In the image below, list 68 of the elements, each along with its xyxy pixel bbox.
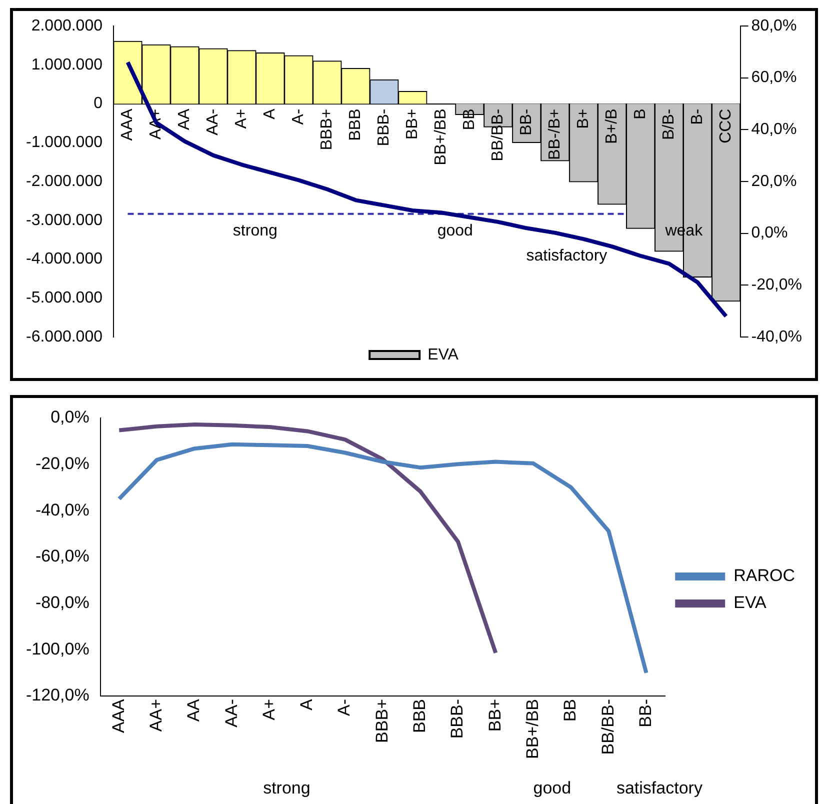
y2-tick-label: 60,0% bbox=[751, 69, 797, 86]
x-tick-label: B+ bbox=[575, 108, 592, 129]
y-tick-label: -40,0% bbox=[35, 500, 90, 520]
y2-tick-label: -20,0% bbox=[751, 276, 802, 294]
y-tick-label: 0 bbox=[94, 95, 103, 112]
y2-tick-label: 40,0% bbox=[751, 121, 797, 138]
y2-tick-label: -40,0% bbox=[751, 328, 802, 346]
x-tick-label: AA bbox=[184, 698, 204, 722]
x-tick-label: A- bbox=[334, 698, 354, 716]
x-tick-label: BB+ bbox=[404, 108, 422, 140]
x-tick-label: A- bbox=[290, 108, 308, 125]
x-tick-label: BBB bbox=[410, 698, 430, 734]
y-tick-label: -20,0% bbox=[35, 454, 90, 474]
x-tick-label: BB+/BB bbox=[432, 108, 450, 166]
x-tick-label: BB bbox=[560, 698, 580, 722]
x-tick-label: B/B- bbox=[660, 108, 678, 140]
x-tick-label: BBB- bbox=[448, 698, 467, 739]
annotation: strong bbox=[232, 222, 278, 240]
x-tick-label: BB- bbox=[518, 108, 536, 136]
x-tick-label: B bbox=[632, 108, 649, 120]
text: strong bbox=[263, 778, 310, 798]
x-tick-label: BBB bbox=[347, 108, 364, 141]
y-tick-label: -5.000.000 bbox=[26, 290, 103, 307]
x-tick-label: AA- bbox=[222, 698, 241, 728]
y-tick-label: -3.000.000 bbox=[26, 212, 103, 229]
x-tick-label: A bbox=[297, 698, 316, 710]
annotation: satisfactory bbox=[526, 248, 608, 265]
x-tick-label: BB- bbox=[636, 698, 655, 728]
annotation: good bbox=[437, 222, 473, 240]
x-tick-label: A bbox=[262, 108, 279, 120]
y-tick-label: -2.000.000 bbox=[26, 172, 103, 190]
x-tick-label: AAA bbox=[119, 108, 136, 141]
legend-label: EVA bbox=[428, 346, 459, 364]
y-tick-label: -6.000.000 bbox=[26, 328, 103, 346]
x-tick-label: AA+ bbox=[146, 698, 166, 732]
y-tick-label: -100,0% bbox=[26, 639, 90, 658]
x-tick-label: CCC bbox=[717, 108, 734, 144]
y-tick-label: -80,0% bbox=[35, 593, 90, 612]
x-tick-label: BB+/BB bbox=[523, 698, 542, 760]
x-tick-label: A+ bbox=[233, 108, 250, 129]
text: good bbox=[533, 778, 572, 798]
y2-tick-label: 80,0% bbox=[751, 17, 797, 34]
y-tick-label: -120,0% bbox=[26, 686, 90, 705]
y-tick-label: -60,0% bbox=[35, 546, 90, 566]
x-tick-label: AA bbox=[176, 108, 194, 130]
x-tick-label: A+ bbox=[259, 698, 278, 720]
x-tick-label: BB/BB- bbox=[490, 108, 507, 162]
y-tick-label: -4.000.000 bbox=[26, 250, 103, 268]
x-tick-label: B+/B bbox=[604, 108, 621, 144]
y-tick-label: 2.000.000 bbox=[31, 17, 103, 34]
x-tick-label: AAA bbox=[108, 698, 128, 734]
x-tick-label: BB+ bbox=[485, 698, 504, 732]
x-tick-label: BB bbox=[461, 108, 478, 130]
x-tick-label: BBB- bbox=[376, 108, 393, 146]
legend-label: RAROC bbox=[734, 566, 796, 586]
x-tick-label: B- bbox=[688, 108, 706, 125]
y-tick-label: 0,0% bbox=[50, 408, 90, 427]
x-tick-label: BB/BB- bbox=[598, 698, 618, 755]
text: satisfactory bbox=[616, 778, 703, 798]
y2-tick-label: 0,0% bbox=[751, 224, 788, 242]
x-tick-label: AA- bbox=[204, 108, 222, 136]
legend-label: EVA bbox=[734, 593, 768, 612]
y-tick-label: 1.000.000 bbox=[31, 56, 103, 74]
x-tick-label: BBB+ bbox=[372, 698, 392, 743]
y2-tick-label: 20,0% bbox=[751, 172, 797, 190]
x-tick-label: BB-/B+ bbox=[546, 108, 564, 160]
x-tick-label: BBB+ bbox=[318, 108, 336, 150]
y-tick-label: -1.000.000 bbox=[26, 134, 103, 152]
